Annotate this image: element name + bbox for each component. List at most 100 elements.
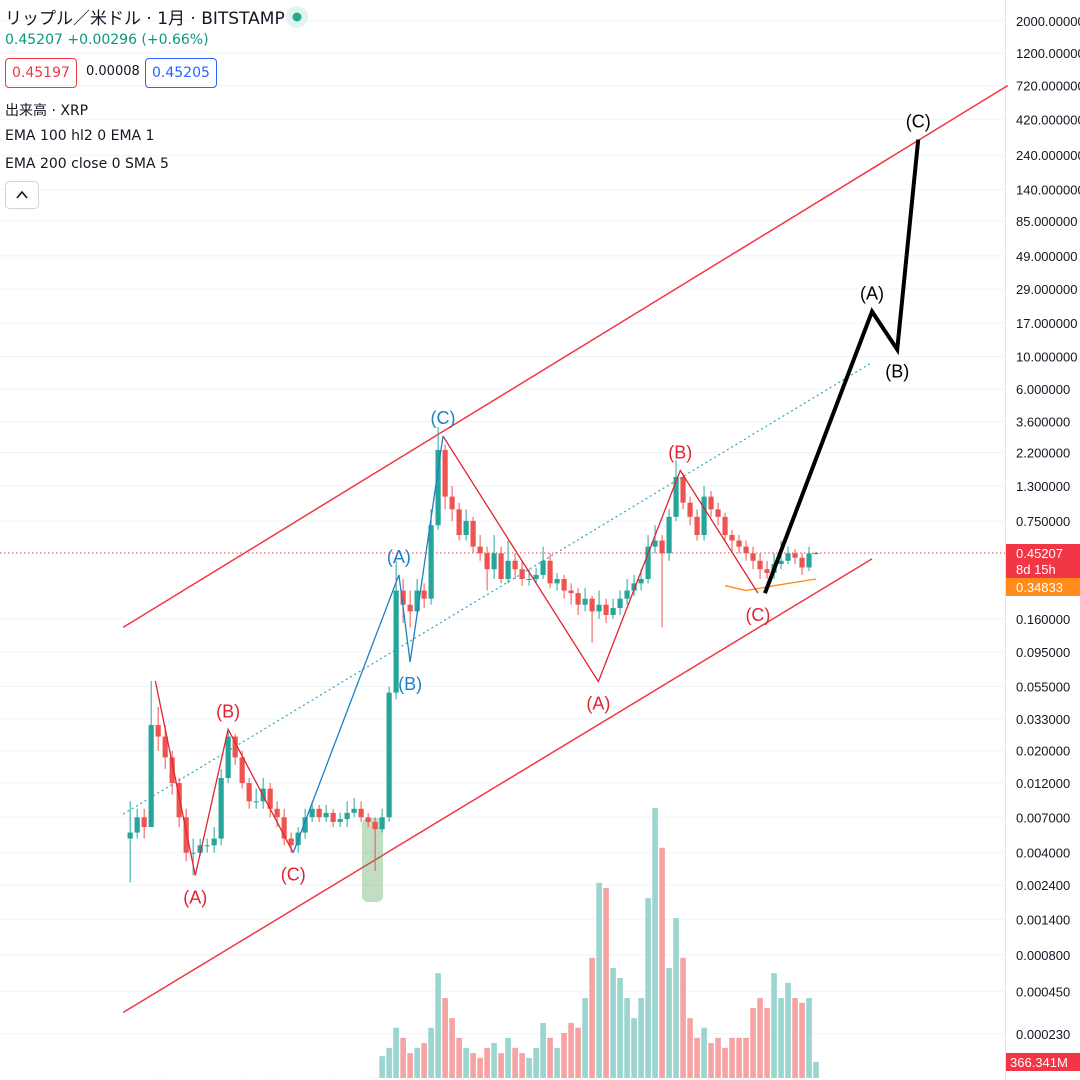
- candle-body: [498, 553, 504, 580]
- candle-body: [491, 553, 497, 570]
- y-tick-label: 6.000000: [1016, 382, 1070, 397]
- volume-bar: [799, 1002, 805, 1078]
- candle-body: [225, 736, 231, 779]
- volume-bar: [673, 918, 679, 1078]
- candle-body: [470, 520, 476, 547]
- volume-bar: [589, 957, 595, 1078]
- volume-bar: [428, 1027, 434, 1078]
- volume-bar: [554, 1047, 560, 1078]
- volume-bar: [715, 1037, 721, 1078]
- candle-body: [799, 557, 805, 568]
- volume-bar: [680, 957, 686, 1078]
- wave-line: [292, 435, 444, 853]
- candle-body: [547, 560, 553, 584]
- volume-bar: [526, 1057, 532, 1078]
- volume-tag-label: 366.341M: [1010, 1055, 1068, 1070]
- candle-body: [526, 579, 532, 581]
- collapse-button[interactable]: [5, 181, 39, 209]
- y-tick-label: 0.000450: [1016, 984, 1070, 999]
- y-tick-label: 0.000230: [1016, 1027, 1070, 1042]
- candle-body: [386, 692, 392, 818]
- wave-label: (B): [885, 361, 909, 381]
- volume-bar: [722, 1047, 728, 1078]
- candle-body: [778, 560, 784, 565]
- volume-bar: [736, 1037, 742, 1078]
- candle-body: [232, 736, 238, 758]
- volume-bar: [687, 1018, 693, 1078]
- candle-body: [589, 598, 595, 612]
- candle-body: [561, 579, 567, 591]
- volume-bar: [631, 1018, 637, 1078]
- volume-bar: [610, 967, 616, 1078]
- volume-bar: [393, 1027, 399, 1078]
- volume-bar: [533, 1047, 539, 1078]
- y-tick-label: 0.000800: [1016, 948, 1070, 963]
- wave-label: (A): [860, 283, 884, 303]
- candle-body: [701, 496, 707, 536]
- volume-bar: [421, 1043, 427, 1078]
- wave-label: (B): [668, 443, 692, 463]
- candle-body: [582, 598, 588, 605]
- candle-body: [134, 817, 140, 833]
- volume-bar: [498, 1053, 504, 1078]
- wave-label: (C): [745, 605, 770, 625]
- volume-bar: [540, 1022, 546, 1078]
- volume-bar: [547, 1037, 553, 1078]
- candle-body: [190, 852, 196, 854]
- candle-body: [141, 817, 147, 828]
- y-tick-label: 10.000000: [1016, 350, 1077, 365]
- symbol-title: リップル／米ドル · 1月 · BITSTAMP: [5, 9, 285, 29]
- ask-box[interactable]: 0.45205: [145, 58, 217, 88]
- candle-body: [337, 819, 343, 822]
- volume-bar: [386, 1047, 392, 1078]
- volume-bar: [442, 998, 448, 1078]
- candle-body: [554, 579, 560, 584]
- candle-body: [484, 553, 490, 570]
- y-tick-label: 1.300000: [1016, 479, 1070, 494]
- volume-bar: [624, 998, 630, 1078]
- candle-body: [617, 598, 623, 608]
- volume-bar: [617, 977, 623, 1078]
- volume-bar: [701, 1027, 707, 1078]
- volume-bar: [785, 982, 791, 1078]
- y-tick-label: 720.000000: [1016, 79, 1080, 94]
- candle-body: [323, 812, 329, 818]
- last-price: 0.45207: [5, 32, 63, 48]
- volume-bar: [743, 1037, 749, 1078]
- volume-bar: [659, 847, 665, 1078]
- candle-body: [624, 590, 630, 599]
- candle-body: [239, 757, 245, 784]
- candle-body: [659, 540, 665, 554]
- candle-body: [253, 801, 259, 803]
- wave-label: (B): [398, 674, 422, 694]
- candle-body: [463, 520, 469, 536]
- candle-body: [344, 812, 350, 820]
- volume-bar: [750, 1008, 756, 1078]
- candle-body: [512, 560, 518, 570]
- y-tick-label: 2000.000000: [1016, 14, 1080, 29]
- candle-body: [421, 590, 427, 599]
- y-tick-label: 140.000000: [1016, 182, 1080, 197]
- bid-box[interactable]: 0.45197: [5, 58, 77, 88]
- candle-body: [750, 553, 756, 561]
- volume-bar: [645, 898, 651, 1078]
- y-tick-label: 0.007000: [1016, 810, 1070, 825]
- y-tick-label: 29.000000: [1016, 282, 1077, 297]
- y-tick-label: 0.095000: [1016, 645, 1070, 660]
- volume-bar: [379, 1056, 385, 1078]
- candle-body: [477, 546, 483, 554]
- volume-bar: [512, 1047, 518, 1078]
- wave-label: (A): [183, 887, 207, 907]
- volume-bar: [407, 1053, 413, 1078]
- volume-bar: [505, 1037, 511, 1078]
- candle-body: [687, 502, 693, 517]
- candle-body: [596, 604, 602, 612]
- candle-body: [631, 583, 637, 591]
- volume-bar: [435, 973, 441, 1078]
- candle-body: [267, 788, 273, 809]
- candle-body: [673, 476, 679, 517]
- countdown-label: 8d 15h: [1016, 562, 1056, 577]
- candle-body: [610, 607, 616, 616]
- volume-bar: [449, 1018, 455, 1078]
